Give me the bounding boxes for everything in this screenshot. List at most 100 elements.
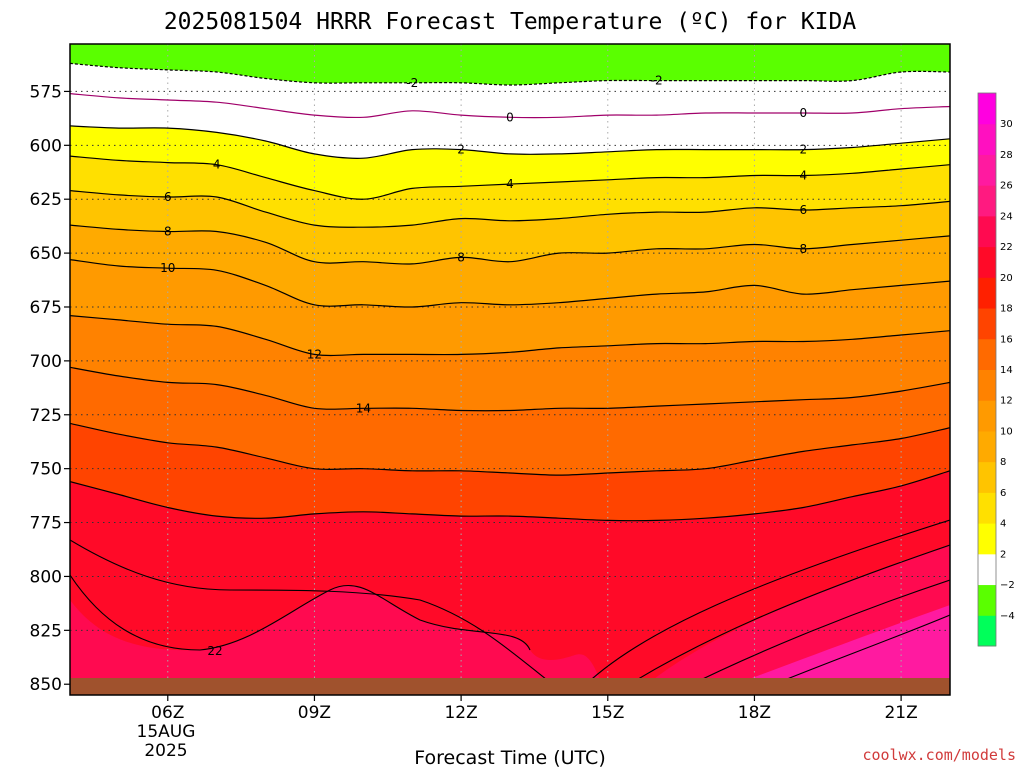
colorbar-swatch <box>978 400 996 432</box>
contour-lower-1 <box>70 574 531 651</box>
colorbar-swatch <box>978 123 996 155</box>
contour-label: 14 <box>356 401 371 415</box>
x-tick-label: 09Z <box>298 703 331 723</box>
contour-0 <box>70 93 950 119</box>
colorbar-label: 30 <box>1000 119 1013 130</box>
y-tick-label: 825 <box>30 621 62 641</box>
colorbar-frame <box>977 92 997 647</box>
colorbar-label: 14 <box>1000 365 1013 376</box>
contour-label: 8 <box>164 225 172 239</box>
colorbar-label: 4 <box>1000 519 1006 530</box>
y-tick-label: 575 <box>30 82 62 102</box>
x-sublabel-year: 2025 <box>144 741 187 761</box>
x-axis-label: Forecast Time (UTC) <box>414 747 605 768</box>
colorbar-label: 28 <box>1000 150 1013 161</box>
y-axis: 575 600 625 650 675 700 725 750 775 800 825 850 <box>30 82 70 695</box>
y-tick-label: 850 <box>30 675 62 695</box>
y-tick-label: 600 <box>30 136 62 156</box>
colorbar-swatch <box>978 430 996 463</box>
x-tick-label: 12Z <box>444 703 477 723</box>
y-tick-label: 700 <box>30 352 62 372</box>
y-tick-label: 625 <box>30 190 62 210</box>
temperature-band-22 <box>70 585 605 690</box>
y-tick-label: 650 <box>30 244 62 264</box>
contour-label: 12 <box>307 347 322 361</box>
y-tick-label: 725 <box>30 406 62 426</box>
ground-surface <box>70 678 950 695</box>
contour-14 <box>70 366 950 412</box>
contour-label: 22 <box>207 644 222 658</box>
x-axis: 06Z 09Z 12Z 15Z 18Z 21Z <box>151 695 918 723</box>
contour-18 <box>70 470 950 522</box>
plot-frame <box>69 43 951 696</box>
contour-lower-2 <box>579 519 950 691</box>
colorbar-swatch <box>978 93 996 125</box>
colorbar-swatch <box>978 277 996 309</box>
y-tick-label: 675 <box>30 298 62 318</box>
colorbar-label: 12 <box>1000 396 1013 407</box>
colorbar-label: 24 <box>1000 211 1013 222</box>
y-tick-label: 775 <box>30 514 62 534</box>
colorbar-label: 2 <box>1000 549 1006 560</box>
credit-link[interactable]: coolwx.com/models <box>862 746 1016 764</box>
colorbar-swatch <box>978 246 996 278</box>
contour-label: 4 <box>506 177 514 191</box>
contour-8 <box>70 224 950 265</box>
y-tick-label: 800 <box>30 567 62 587</box>
contour-label: -2 <box>406 76 418 90</box>
contour-10 <box>70 259 950 308</box>
colorbar-label: 20 <box>1000 273 1013 284</box>
contour-label: 4 <box>213 158 221 172</box>
colorbar-swatch <box>978 308 996 340</box>
colorbar-swatch <box>978 154 996 186</box>
temperature-fills <box>70 44 950 695</box>
colorbar-swatch <box>978 185 996 217</box>
contour-lower-4 <box>679 579 950 691</box>
colorbar-label: 16 <box>1000 334 1013 345</box>
contour--2 <box>70 62 950 86</box>
contour-label: -2 <box>651 74 663 88</box>
contour-6 <box>70 190 950 228</box>
contour-label: 6 <box>164 190 172 204</box>
contour-label: 8 <box>457 250 465 264</box>
temperature-band-26-right <box>720 605 950 690</box>
colorbar-label: 22 <box>1000 242 1013 253</box>
x-sublabel-date: 15AUG <box>137 722 196 742</box>
contour-label: 6 <box>800 203 808 217</box>
x-tick-label: 18Z <box>738 703 771 723</box>
colorbar-swatch <box>978 338 996 370</box>
contour-label: 0 <box>800 106 808 120</box>
colorbar-swatch <box>978 553 996 586</box>
contour-label: 4 <box>800 168 808 182</box>
colorbar-swatch <box>978 215 996 248</box>
contour-label: 10 <box>160 261 175 275</box>
colorbar-swatch <box>978 615 996 647</box>
x-tick-label: 15Z <box>591 703 624 723</box>
contour-label: 0 <box>506 110 514 124</box>
colorbar-label: 26 <box>1000 181 1013 192</box>
x-tick-label: 06Z <box>151 703 184 723</box>
chart-title: 2025081504 HRRR Forecast Temperature (ºC… <box>164 9 857 35</box>
y-tick-label: 750 <box>30 460 62 480</box>
colorbar-label: 10 <box>1000 426 1013 437</box>
contour-4 <box>70 155 950 200</box>
colorbar-label: 6 <box>1000 488 1006 499</box>
colorbar-swatch <box>978 523 996 555</box>
colorbar-label: −2 <box>1000 580 1015 591</box>
contour-label: 2 <box>457 143 465 157</box>
colorbar-swatch <box>978 369 996 401</box>
colorbar-swatch <box>978 584 996 616</box>
contour-16 <box>70 422 950 476</box>
colorbar-swatch <box>978 492 996 524</box>
contour-2 <box>70 125 950 159</box>
temperature-band--2 <box>70 44 950 85</box>
contour-label: 8 <box>800 242 808 256</box>
colorbar-swatch <box>978 461 996 493</box>
contour-12 <box>70 315 950 357</box>
colorbar-label: 8 <box>1000 457 1006 468</box>
colorbar-label: −4 <box>1000 611 1015 622</box>
contour-label: 2 <box>800 143 808 157</box>
